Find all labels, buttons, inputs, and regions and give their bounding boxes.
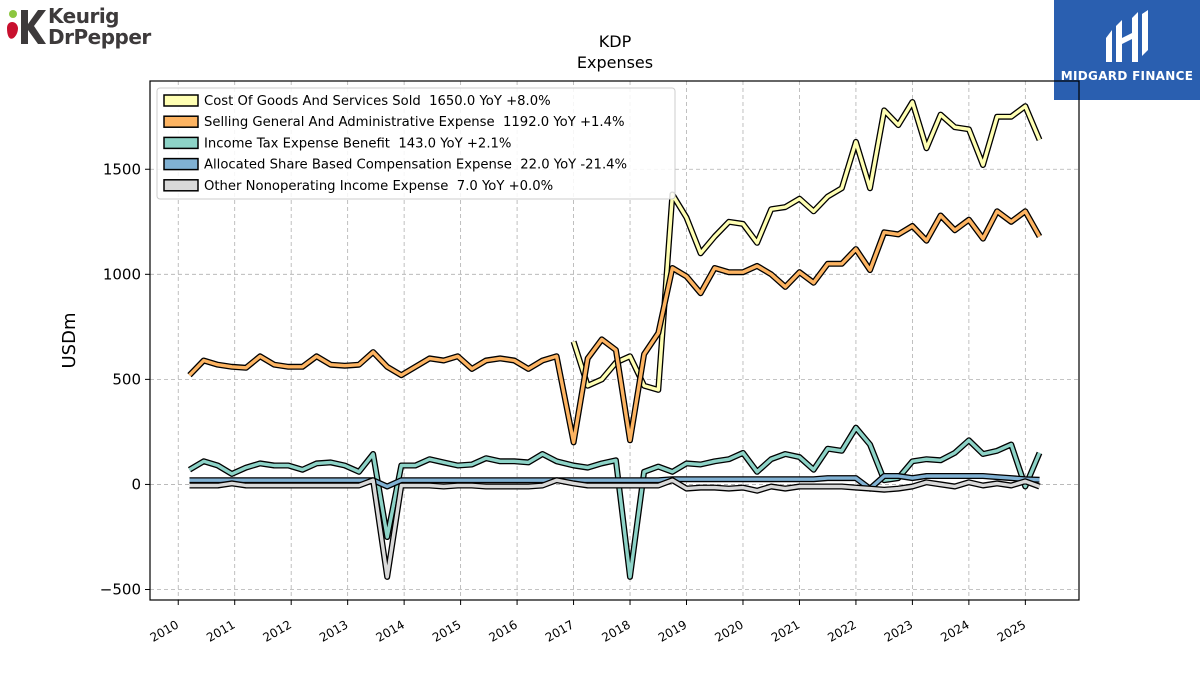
x-tick-label: 2024 bbox=[938, 617, 971, 644]
legend-swatch bbox=[163, 94, 199, 107]
x-tick-label: 2019 bbox=[656, 617, 689, 644]
x-tick-label: 2012 bbox=[261, 617, 294, 644]
chart-subtitle: Expenses bbox=[577, 53, 653, 72]
y-axis-label: USDm bbox=[59, 313, 80, 369]
legend-label: Cost Of Goods And Services Sold 1650.0 Y… bbox=[204, 94, 551, 109]
series-line-3 bbox=[188, 426, 1042, 579]
y-tick-label: 0 bbox=[131, 475, 141, 493]
x-tick-label: 2014 bbox=[374, 617, 407, 644]
x-tick-label: 2013 bbox=[317, 617, 350, 644]
plot-frame bbox=[149, 80, 1080, 601]
logo-line-2: DrPepper bbox=[48, 25, 151, 49]
y-tick-label: 1000 bbox=[103, 265, 141, 283]
x-tick-label: 2015 bbox=[430, 617, 463, 644]
legend-box bbox=[156, 87, 676, 200]
x-tick-label: 2018 bbox=[599, 617, 632, 644]
chart-title: KDP bbox=[599, 32, 632, 51]
series-outline-2 bbox=[187, 208, 1043, 446]
y-tick-label: 500 bbox=[112, 370, 141, 388]
series-line-1 bbox=[571, 100, 1042, 392]
legend-swatch bbox=[163, 157, 199, 171]
x-tick-label: 2016 bbox=[486, 617, 519, 644]
x-tick-label: 2017 bbox=[543, 617, 576, 644]
series-line-2 bbox=[188, 209, 1041, 445]
legend: Cost Of Goods And Services Sold 1650.0 Y… bbox=[156, 87, 676, 200]
legend-swatch bbox=[163, 115, 199, 128]
x-tick-label: 2020 bbox=[712, 617, 745, 644]
logo-line-1: Keurig bbox=[48, 4, 119, 28]
keurig-dr-pepper-logo: Keurig DrPepper bbox=[4, 4, 164, 52]
midgard-logo-text: MIDGARD FINANCE bbox=[1060, 69, 1194, 83]
x-tick-label: 2010 bbox=[148, 617, 181, 644]
x-tick-label: 2023 bbox=[882, 617, 915, 644]
x-tick-label: 2021 bbox=[769, 617, 802, 644]
x-tick-label: 2025 bbox=[995, 617, 1028, 644]
series-outline-5 bbox=[189, 477, 1041, 580]
midgard-finance-logo: MIDGARD FINANCE bbox=[1054, 0, 1200, 100]
legend-swatch bbox=[163, 179, 199, 192]
kdp-logo-mark bbox=[7, 10, 46, 44]
series-outline-3 bbox=[187, 424, 1043, 580]
legend-label: Selling General And Administrative Expen… bbox=[204, 115, 625, 130]
legend-label: Income Tax Expense Benefit 143.0 YoY +2.… bbox=[204, 136, 511, 151]
legend-swatch bbox=[163, 136, 199, 150]
series-line-5 bbox=[189, 478, 1041, 579]
x-tick-label: 2011 bbox=[204, 617, 237, 644]
series-line-4 bbox=[189, 474, 1040, 491]
y-tick-label: 1500 bbox=[103, 160, 141, 178]
legend-label: Allocated Share Based Compensation Expen… bbox=[204, 158, 627, 173]
kdp-logo-wordmark: Keurig DrPepper bbox=[48, 6, 151, 48]
y-tick-label: −500 bbox=[100, 580, 141, 598]
midgard-logo-mark bbox=[1106, 10, 1148, 62]
legend-label: Other Nonoperating Income Expense 7.0 Yo… bbox=[204, 179, 553, 194]
series-lines bbox=[187, 99, 1043, 580]
x-tick-label: 2022 bbox=[825, 617, 858, 644]
